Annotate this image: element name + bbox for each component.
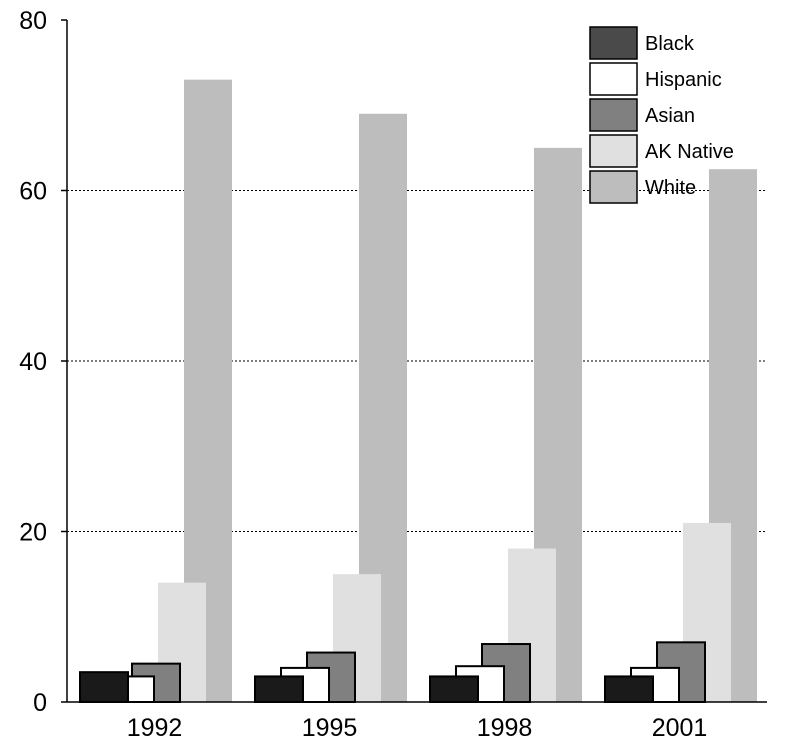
legend-label-ak-native: AK Native [645,141,734,163]
x-tick-label: 1998 [477,714,533,742]
x-axis-ticks: 1992 1995 1998 2001 [127,714,708,742]
legend-swatch-black [589,26,638,60]
y-axis-ticks: 0 20 40 60 80 [19,7,67,717]
x-tick-label: 1992 [127,714,183,742]
y-tick-label: 0 [33,689,47,717]
legend-swatch-hispanic [589,62,638,96]
bar-black-1998 [429,675,479,703]
bar-black-2001 [604,675,654,703]
legend: Black Hispanic Asian AK Native White [589,26,734,204]
legend-swatch-white [589,170,638,204]
legend-label-asian: Asian [645,105,695,127]
x-tick-label: 1995 [302,714,358,742]
legend-swatch-ak-native [589,134,638,168]
bar-black-1992 [79,671,129,703]
y-tick-label: 80 [19,7,47,35]
y-tick-label: 60 [19,178,47,206]
y-tick-label: 40 [19,348,47,376]
bars [79,79,757,704]
bar-black-1995 [254,675,304,703]
legend-swatch-asian [589,98,638,132]
gridlines [67,190,767,532]
legend-label-black: Black [645,33,695,55]
x-tick-label: 2001 [652,714,708,742]
legend-label-hispanic: Hispanic [645,69,722,91]
legend-label-white: White [645,177,696,199]
y-tick-label: 20 [19,519,47,547]
